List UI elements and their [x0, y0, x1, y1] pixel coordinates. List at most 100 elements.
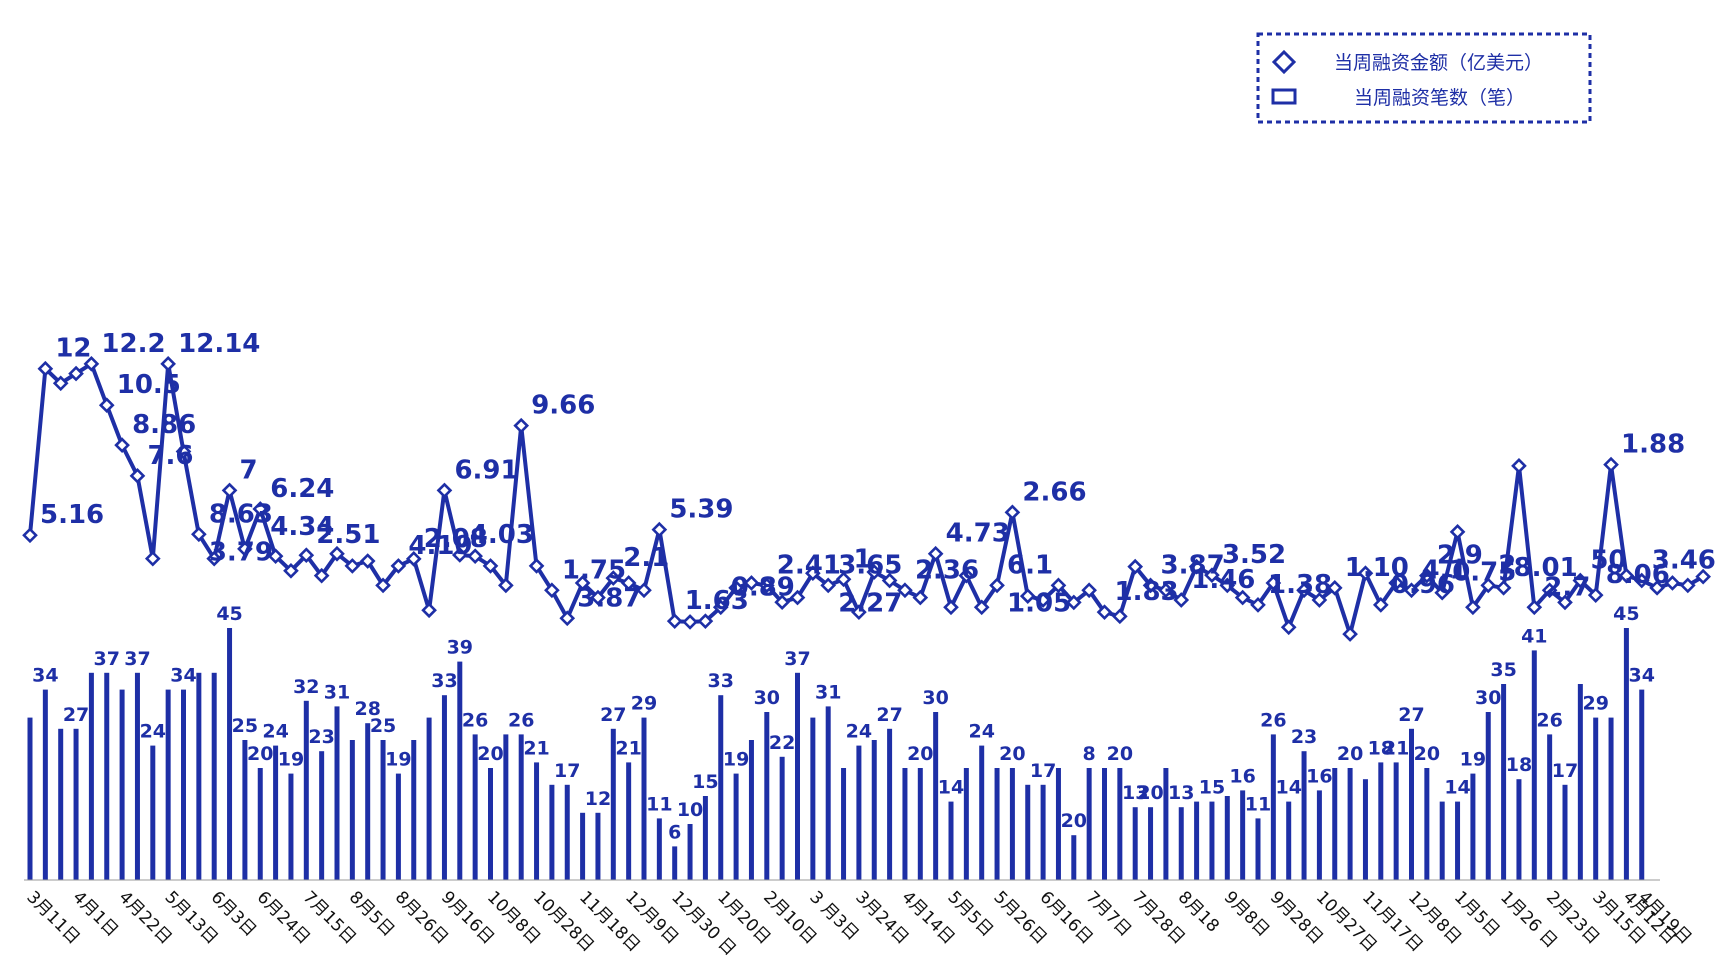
line-label-45: 2.7 — [1544, 572, 1590, 602]
line-label-3: 10.5 — [117, 370, 181, 400]
line-label-7: 8.63 — [209, 499, 273, 529]
line-point-84 — [1311, 592, 1328, 608]
line-label-5: 7.6 — [147, 441, 193, 471]
line-point-51 — [805, 565, 821, 582]
line-point-93 — [1449, 523, 1466, 540]
bar-label-72: 29 — [1582, 693, 1608, 715]
line-point-33 — [528, 558, 545, 574]
line-label-1: 12 — [55, 334, 91, 364]
line-label-28: 2.36 — [915, 555, 979, 585]
bar-20 — [334, 706, 340, 880]
line-point-15 — [252, 501, 269, 517]
bar-79 — [1240, 790, 1246, 880]
line-point-59 — [927, 545, 944, 562]
line-point-98 — [1526, 599, 1543, 616]
line-point-13 — [221, 482, 238, 499]
line-point-1 — [37, 360, 54, 377]
line-point-54 — [851, 604, 867, 621]
bar-label-63: 20 — [1414, 743, 1440, 765]
bar-label-13: 31 — [324, 681, 350, 703]
bar-34 — [549, 784, 555, 880]
line-point-62 — [973, 599, 990, 616]
line-point-28 — [451, 547, 468, 563]
line-label-16: 4.03 — [470, 520, 534, 550]
line-label-25: 3.65 — [838, 550, 902, 580]
bar-32 — [518, 734, 524, 880]
bar-84 — [1316, 790, 1322, 880]
bar-46 — [733, 773, 739, 880]
bar-label-73: 45 — [1613, 603, 1639, 625]
line-point-34 — [544, 582, 560, 599]
line-point-64 — [1004, 504, 1021, 521]
bar-series — [27, 628, 1645, 880]
line-label-36: 3.52 — [1222, 540, 1286, 570]
bar-label-12: 23 — [308, 726, 334, 748]
bar-52 — [825, 706, 831, 880]
line-label-9: 7 — [240, 455, 258, 485]
bar-label-14: 28 — [354, 698, 380, 720]
bar-37 — [595, 812, 601, 880]
bar-63 — [994, 768, 1000, 880]
line-point-49 — [774, 594, 790, 611]
bar-label-15: 25 — [370, 715, 396, 737]
line-point-14 — [237, 541, 253, 557]
bar-label-33: 19 — [723, 749, 749, 771]
line-point-6 — [114, 437, 130, 453]
bar-label-19: 26 — [462, 709, 488, 731]
line-point-100 — [1557, 594, 1573, 611]
bar-61 — [963, 768, 969, 880]
bar-23 — [380, 740, 386, 880]
line-point-105 — [1633, 572, 1650, 589]
bar-label-3: 37 — [124, 648, 150, 670]
bar-label-9: 24 — [262, 721, 288, 743]
line-point-41 — [651, 521, 668, 538]
line-point-9 — [160, 355, 176, 372]
bar-label-23: 17 — [554, 760, 580, 782]
bar-9 — [165, 689, 171, 880]
bar-label-56: 14 — [1275, 777, 1301, 799]
legend-line-label: 当周融资金额（亿美元） — [1334, 52, 1543, 74]
line-point-107 — [1664, 575, 1681, 591]
bar-label-61: 21 — [1383, 737, 1409, 759]
bar-97 — [1516, 779, 1522, 880]
line-point-91 — [1419, 567, 1435, 584]
line-point-22 — [359, 553, 376, 569]
bar-29 — [472, 734, 478, 880]
line-point-37 — [590, 589, 606, 606]
line-point-16 — [267, 548, 284, 565]
bar-label-34: 30 — [754, 687, 780, 709]
legend: 当周融资金额（亿美元） 当周融资笔数（笔） — [1256, 32, 1592, 124]
line-point-44 — [697, 613, 714, 630]
line-point-38 — [605, 570, 622, 586]
bar-label-0: 34 — [32, 665, 58, 687]
line-point-103 — [1603, 456, 1619, 473]
line-point-80 — [1250, 597, 1266, 613]
bar-10 — [181, 689, 186, 880]
line-label-43: 2 — [1498, 550, 1516, 580]
bar-label-17: 33 — [431, 670, 457, 692]
bar-31 — [503, 734, 509, 880]
line-point-86 — [1342, 626, 1358, 642]
bar-90 — [1409, 728, 1414, 880]
bar-54 — [856, 745, 862, 880]
bar-86 — [1347, 768, 1353, 880]
bar-label-35: 22 — [769, 732, 795, 754]
bar-label-11: 32 — [293, 676, 319, 698]
line-label-37: 1.38 — [1268, 570, 1332, 600]
bar-label-39: 27 — [876, 704, 902, 726]
line-point-101 — [1572, 572, 1589, 589]
line-label-46: 8.06 — [1606, 560, 1670, 590]
bar-45 — [718, 695, 724, 880]
bar-label-46: 20 — [1061, 810, 1087, 832]
bar-4 — [88, 672, 94, 880]
line-label-31: 2.66 — [1022, 477, 1086, 507]
bar-25 — [411, 740, 417, 880]
legend-bar-label: 当周融资笔数（笔） — [1354, 87, 1525, 109]
line-label-41: 2.9 — [1437, 541, 1483, 571]
bar-55 — [871, 740, 877, 880]
bar-65 — [1025, 784, 1031, 880]
bar-67 — [1055, 768, 1061, 880]
bar-label-57: 23 — [1291, 726, 1317, 748]
bar-43 — [687, 824, 693, 880]
